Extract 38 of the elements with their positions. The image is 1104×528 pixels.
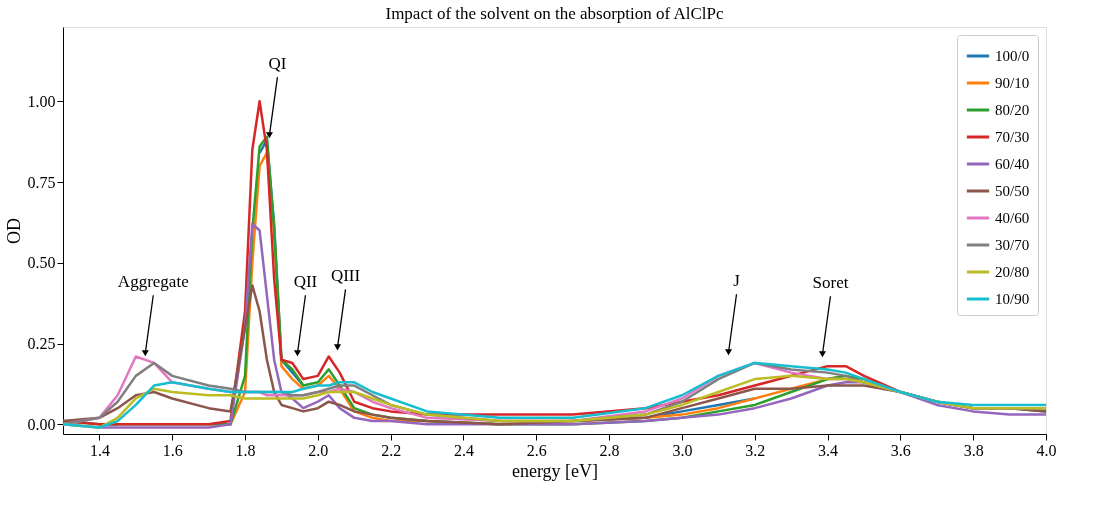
- x-tick-label: 2.8: [599, 441, 620, 459]
- x-tick-label: 1.6: [162, 441, 183, 459]
- y-tick-label: 0.75: [27, 173, 56, 191]
- legend-label: 50/50: [995, 183, 1030, 199]
- y-tick-label: 1.00: [27, 92, 56, 110]
- legend-label: 80/20: [995, 102, 1030, 118]
- y-axis-title: OD: [3, 218, 24, 244]
- chart-title: Impact of the solvent on the absorption of AlClPc: [385, 4, 724, 23]
- x-tick-label: 1.4: [89, 441, 110, 459]
- annotation: QII: [293, 272, 318, 292]
- legend-label: 10/90: [995, 291, 1030, 307]
- annotation: J: [733, 271, 741, 291]
- x-tick-label: 2.4: [453, 441, 474, 459]
- annotation: QI: [268, 54, 287, 74]
- x-tick-label: 3.2: [745, 441, 766, 459]
- annotation: Aggregate: [117, 272, 189, 292]
- legend-label: 40/60: [995, 210, 1030, 226]
- y-tick-label: 0.25: [27, 335, 56, 353]
- x-tick-label: 4.0: [1036, 441, 1057, 459]
- annotation: Soret: [812, 273, 849, 293]
- legend-label: 60/40: [995, 156, 1030, 172]
- x-tick-label: 2.0: [308, 441, 329, 459]
- annotation: QIII: [330, 266, 361, 286]
- y-tick-label: 0.50: [27, 254, 56, 272]
- legend-label: 70/30: [995, 129, 1030, 145]
- y-tick-label: 0.00: [27, 415, 56, 433]
- x-tick-label: 1.8: [235, 441, 256, 459]
- x-tick-label: 2.6: [526, 441, 547, 459]
- x-tick-label: 3.4: [818, 441, 839, 459]
- x-tick-label: 3.8: [963, 441, 984, 459]
- x-tick-label: 2.2: [381, 441, 402, 459]
- legend-label: 90/10: [995, 75, 1030, 91]
- legend-label: 100/0: [995, 48, 1030, 64]
- legend-label: 20/80: [995, 264, 1030, 280]
- x-tick-label: 3.0: [672, 441, 693, 459]
- x-axis-title: energy [eV]: [511, 460, 599, 481]
- x-tick-label: 3.6: [890, 441, 911, 459]
- legend-label: 30/70: [995, 237, 1030, 253]
